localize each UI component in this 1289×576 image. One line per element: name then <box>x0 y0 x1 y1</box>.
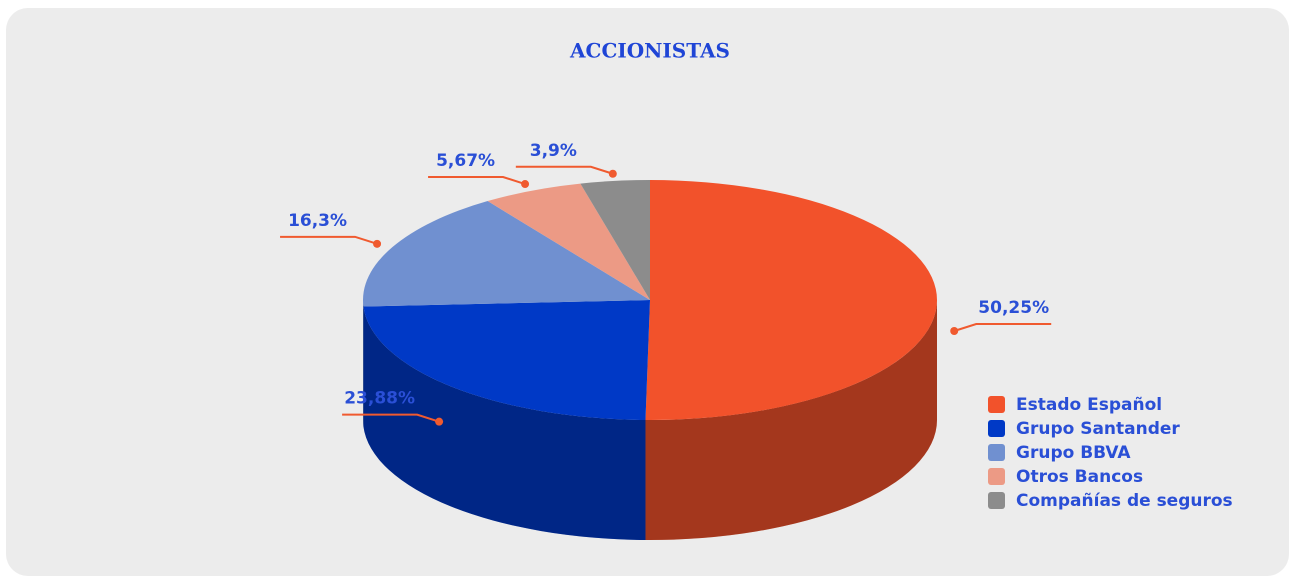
data-label: 50,25% <box>978 298 1049 318</box>
leader-line <box>342 413 440 423</box>
slice <box>363 300 650 420</box>
legend-label: Grupo BBVA <box>1016 443 1131 463</box>
slice-side-shade <box>645 300 937 540</box>
data-label: 3,9% <box>530 141 577 161</box>
legend-label: Compañías de seguros <box>1016 491 1233 511</box>
leader-line <box>428 176 526 185</box>
slice <box>580 180 650 300</box>
legend-label: Estado Español <box>1016 395 1162 415</box>
slice <box>487 183 650 300</box>
legend-label: Grupo Santander <box>1016 419 1180 439</box>
chart-title: ACCIONISTAS <box>569 39 730 63</box>
legend-swatch <box>988 468 1005 485</box>
legend-swatch <box>988 444 1005 461</box>
legend-swatch <box>988 420 1005 437</box>
slice-side <box>363 306 646 540</box>
data-label: 5,67% <box>436 151 495 171</box>
slice-side-shade <box>363 306 646 540</box>
leader-line <box>280 235 378 245</box>
legend-swatch <box>988 396 1005 413</box>
leader-line <box>515 165 614 175</box>
data-label: 23,88% <box>344 389 415 409</box>
leader-line <box>953 322 1052 332</box>
slice <box>645 180 938 420</box>
data-label: 16,3% <box>288 211 347 231</box>
slice <box>363 201 650 307</box>
legend-label: Otros Bancos <box>1016 467 1143 487</box>
slice-side <box>645 300 937 540</box>
legend-swatch <box>988 492 1005 509</box>
